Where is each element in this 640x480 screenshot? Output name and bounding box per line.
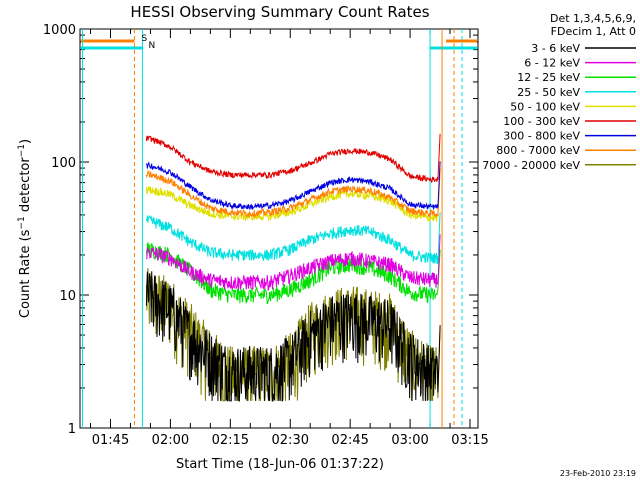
series-line (145, 167, 441, 219)
series-line (145, 133, 441, 184)
series-line (145, 161, 441, 211)
chart-title: HESSI Observing Summary Count Rates (130, 3, 429, 21)
legend-entry-label: 800 - 7000 keV (496, 144, 580, 157)
saa-marker-label: S (141, 34, 147, 44)
legend-entry-label: 100 - 300 keV (503, 115, 580, 128)
y-tick-label: 100 (51, 156, 76, 171)
legend-entry-label: 3 - 6 keV (531, 42, 580, 55)
legend-entry-label: 25 - 50 keV (517, 86, 580, 99)
series-line (145, 234, 441, 292)
legend-entry-label: 12 - 25 keV (517, 71, 580, 84)
x-tick-label: 02:45 (331, 433, 368, 448)
legend-entry-label: 300 - 800 keV (503, 130, 580, 143)
y-tick-label: 1 (68, 422, 76, 437)
night-marker-label: N (148, 41, 155, 51)
series-line (145, 172, 441, 222)
x-tick-label: 02:00 (152, 433, 189, 448)
plot-area: 1 10 100 1000 01:45 02:00 02:15 02:30 02:45 03:00… (43, 23, 489, 448)
legend-header-line: FDecim 1, Att 0 (551, 25, 636, 38)
y-tick-label: 1000 (43, 23, 76, 38)
x-tick-label: 02:30 (272, 433, 309, 448)
plot-frame (79, 28, 479, 429)
y-axis-label: Count Rate (s−1 detector−1) (17, 139, 33, 318)
legend: Det 1,3,4,5,6,9,FDecim 1, Att 0 3 - 6 keV… (482, 12, 636, 172)
legend-entry-label: 7000 - 20000 keV (482, 159, 580, 172)
x-axis-label: Start Time (18-Jun-06 01:37:22) (176, 457, 384, 472)
series-line (145, 271, 441, 402)
x-tick-label: 03:00 (391, 433, 428, 448)
series-line (145, 212, 441, 265)
y-tick-label: 10 (59, 289, 76, 304)
legend-header-line: Det 1,3,4,5,6,9, (550, 12, 636, 25)
legend-entry-label: 6 - 12 keV (524, 57, 580, 70)
x-tick-label: 02:15 (212, 433, 249, 448)
legend-entry-label: 50 - 100 keV (510, 100, 580, 113)
timestamp-stamp: 23-Feb-2010 23:19 (560, 469, 636, 478)
x-tick-label: 01:45 (92, 433, 129, 448)
x-tick-label: 03:15 (451, 433, 488, 448)
